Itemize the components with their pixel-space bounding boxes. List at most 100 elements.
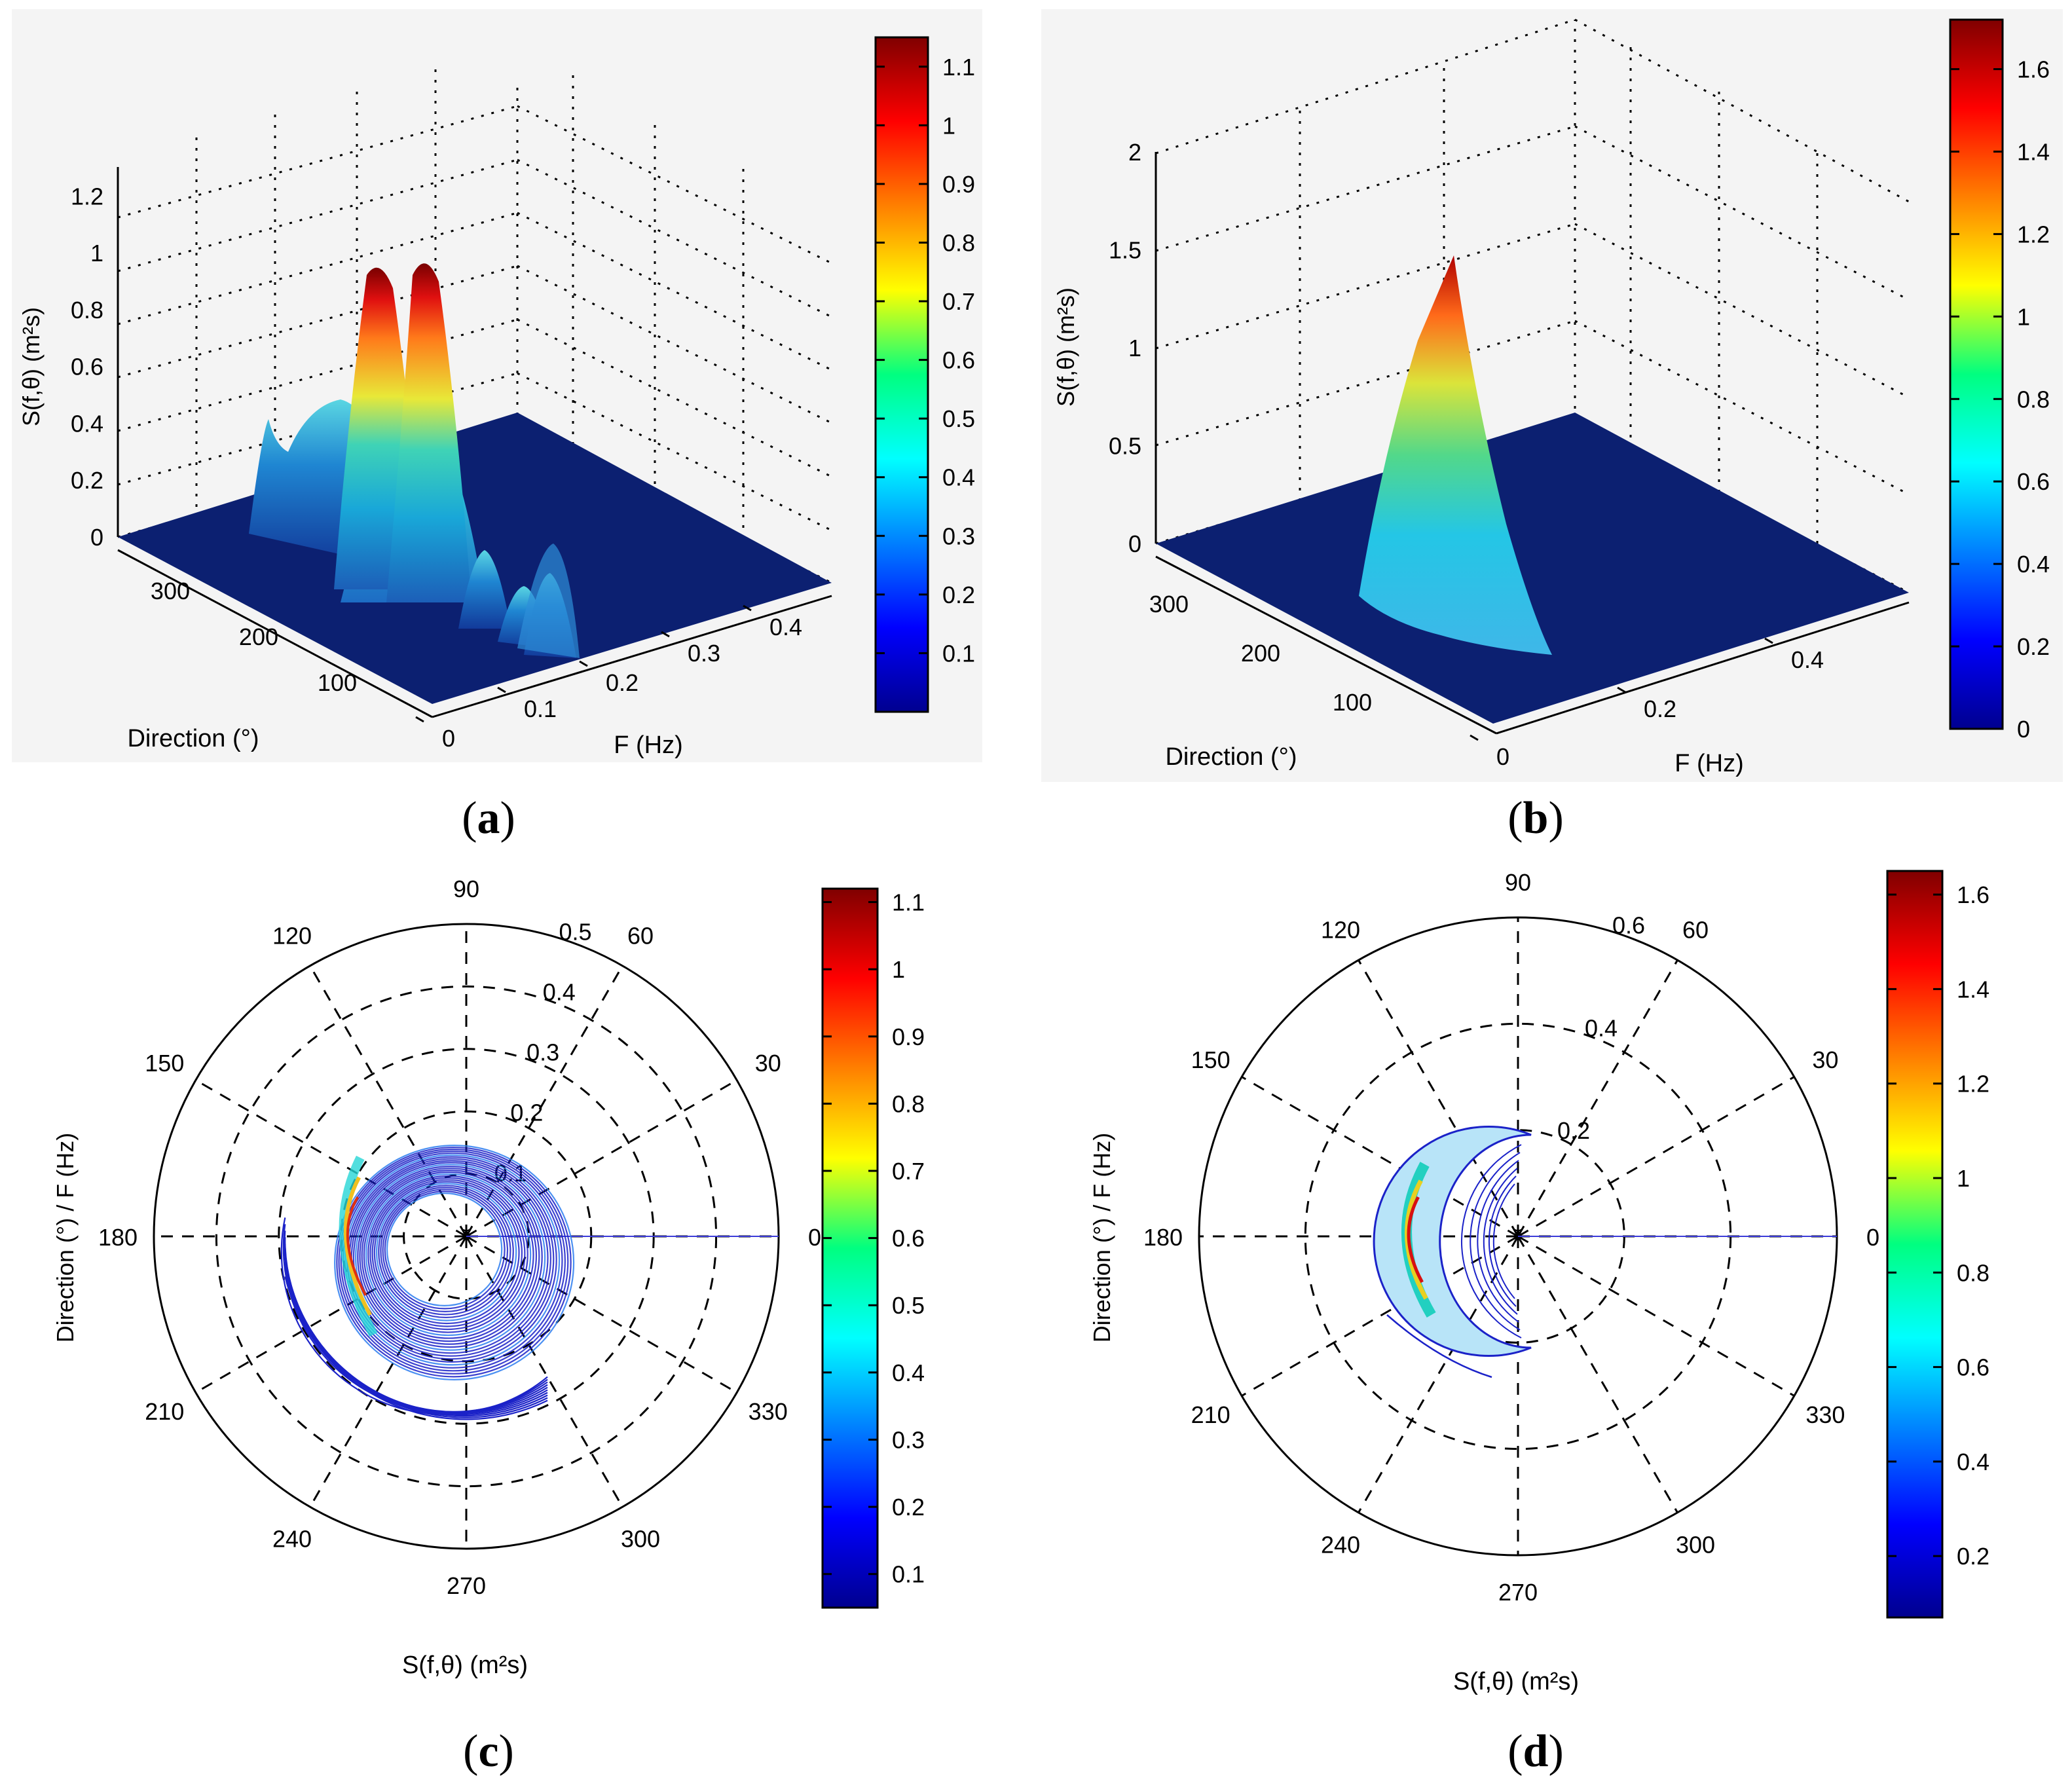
ticks-a-y-tick: 300	[151, 578, 190, 604]
polar-d-angle-label: 300	[1676, 1531, 1715, 1558]
cbar-a-tick-label: 0.5	[942, 405, 975, 432]
cbar-c-tick-label: 1	[892, 956, 905, 983]
cbar-c-tick-label: 0.7	[892, 1158, 925, 1185]
ticks-a-x-tickmark	[743, 604, 752, 612]
cbar-d-tick-label: 1.6	[1957, 881, 1989, 908]
cbar-c-tick-label: 1.1	[892, 889, 925, 916]
ticks-b-z-tick: 1.5	[1109, 237, 1141, 264]
ticks-b-z-tick: 0	[1128, 530, 1141, 557]
polar-c-contour	[352, 1162, 549, 1354]
polar-d-contour	[1492, 1183, 1515, 1299]
cbar-d-tick-label: 1.2	[1957, 1071, 1989, 1098]
cbar-b-tick-label: 1	[2017, 303, 2030, 330]
polar-c-contour-tail	[284, 1237, 548, 1413]
polar-d-angle-label: 30	[1812, 1046, 1838, 1073]
ticks-a-y-tick: 200	[239, 623, 278, 650]
polar-c-angle-label: 90	[453, 876, 479, 902]
polar-c-contour	[373, 1181, 520, 1325]
cbar-d-tick-label: 0.2	[1957, 1543, 1989, 1570]
polar-c-angle-label: 60	[627, 922, 654, 949]
polar-c-angle-label: 300	[621, 1526, 660, 1553]
polar-c-contour	[334, 1145, 575, 1380]
polar-c-contour	[386, 1192, 503, 1306]
cbar-b-tick-label: 1.6	[2017, 56, 2050, 83]
cbar-c-bar	[821, 887, 879, 1609]
ticks-b-y-tick: 200	[1241, 640, 1280, 667]
cbar-a-tick-label: 0.4	[942, 464, 975, 491]
polar-c-contour	[378, 1185, 514, 1319]
polar-c-angle-label: 180	[98, 1224, 138, 1251]
ticks-a-x-tick: 0.4	[769, 614, 802, 640]
polar-c-contour	[384, 1191, 506, 1310]
cbar-a-tick-label: 1	[942, 112, 955, 139]
cbar-b-bar	[1949, 18, 2004, 730]
polar-d-angle-label: 60	[1682, 917, 1709, 944]
ticks-a-z-tick: 0.6	[71, 354, 103, 380]
ticks-a-x-tick: 0	[442, 725, 455, 752]
cbar-d-tick-label: 0.4	[1957, 1449, 1989, 1475]
ticks-b-x-tickmark	[1470, 734, 1479, 741]
panel-b-floor	[1156, 413, 1909, 724]
panel-c: 0.10.20.30.40.50306090120150180210240270…	[98, 876, 821, 1599]
panel-a-zlabel: S(f,θ) (m²s)	[18, 307, 45, 426]
ticks-a-x-tickmark	[497, 686, 506, 693]
polar-c-contour-tail	[284, 1257, 548, 1416]
polar-c-contour	[357, 1166, 543, 1348]
polar-d-angle-label: 120	[1321, 917, 1360, 944]
ticks-a-x-tickmark	[661, 631, 670, 638]
colorbar-c: 0.1 0.2 0.3 0.4 0.5 0.6 0.7 0.8 0.9 1 1.1	[821, 887, 925, 1609]
ticks-a-z-tick: 0.8	[71, 297, 103, 323]
ticks-b-x-tickmark	[1617, 686, 1626, 693]
cbar-d-tick-label: 1	[1957, 1165, 1970, 1192]
ticks-a-z-tick: 0	[90, 524, 103, 551]
panel-d: 0.20.40.60306090120150180210240270300330…	[1143, 869, 1879, 1606]
panel-b-ylabel: Direction (°)	[1165, 743, 1297, 771]
polar-d-angle-label: 240	[1321, 1531, 1360, 1558]
polar-d-spoke	[1517, 1235, 1795, 1397]
ticks-a-x-tick: 0.2	[606, 669, 638, 696]
polar-c-contour	[375, 1183, 517, 1321]
colorbar-b: 0 0.2 0.4 0.6 0.8 1 1.2 1.4 1.6	[1949, 18, 2050, 743]
cbar-b-tick-label: 0	[2017, 716, 2030, 743]
polar-c-radial-label: 0.2	[510, 1099, 543, 1126]
polar-c-angle-label: 240	[272, 1526, 312, 1553]
cbar-d-tick-label: 1.4	[1957, 976, 1989, 1003]
colorbar-a: 0.1 0.2 0.3 0.4 0.5 0.6 0.7 0.8 0.9 1 1.1	[874, 36, 975, 713]
ticks-b-x-axis	[1496, 601, 1910, 735]
polar-d-angle-label: 150	[1191, 1046, 1230, 1073]
cbar-a-tick-label: 0.7	[942, 288, 975, 315]
ticks-a-z-tick: 0.4	[71, 410, 103, 437]
cbar-c-tick-label: 0.8	[892, 1090, 925, 1117]
cbar-b-tick-label: 0.6	[2017, 468, 2050, 495]
polar-d-contour-tail	[1386, 1314, 1492, 1378]
polar-c-angle-label: 120	[272, 922, 312, 949]
ticks-b-x-tick: 0	[1496, 743, 1509, 770]
polar-c-contour-yellow	[343, 1176, 372, 1316]
polar-c-spoke	[309, 1236, 468, 1507]
ticks-b-y-tick: 100	[1333, 689, 1372, 716]
polar-d-contour	[1461, 1144, 1522, 1339]
ticks-a-z-tick: 0.2	[71, 467, 103, 494]
polar-d-spoke	[1358, 1236, 1519, 1513]
polar-d-contour	[1488, 1175, 1517, 1307]
cbar-b-tick-label: 0.4	[2017, 551, 2050, 578]
polar-c-contour-tail	[284, 1230, 548, 1413]
ticks-a-x-tickmark	[415, 716, 424, 723]
cbar-d-bar	[1886, 870, 1944, 1619]
polar-c-spoke	[195, 1235, 467, 1394]
panel-a	[117, 69, 832, 704]
ticks-b-z-tick: 2	[1128, 139, 1141, 166]
panel-label-d: (d)	[1508, 1726, 1564, 1777]
panel-a-xlabel: F (Hz)	[614, 731, 683, 759]
ticks-a-z-tick: 1	[90, 240, 103, 267]
polar-c-spoke	[195, 1079, 467, 1238]
panel-b-grid	[1155, 18, 1910, 594]
ticks-b-x-tick: 0.4	[1791, 646, 1824, 673]
polar-c-contour	[369, 1177, 526, 1331]
polar-c-contour	[361, 1169, 538, 1342]
polar-d-angle-label: 330	[1805, 1401, 1845, 1428]
panel-a-ripple-1	[458, 550, 511, 629]
cbar-a-tick-label: 0.3	[942, 523, 975, 549]
polar-d-radial-label: 0.6	[1612, 912, 1645, 939]
polar-c-contour	[359, 1168, 540, 1345]
